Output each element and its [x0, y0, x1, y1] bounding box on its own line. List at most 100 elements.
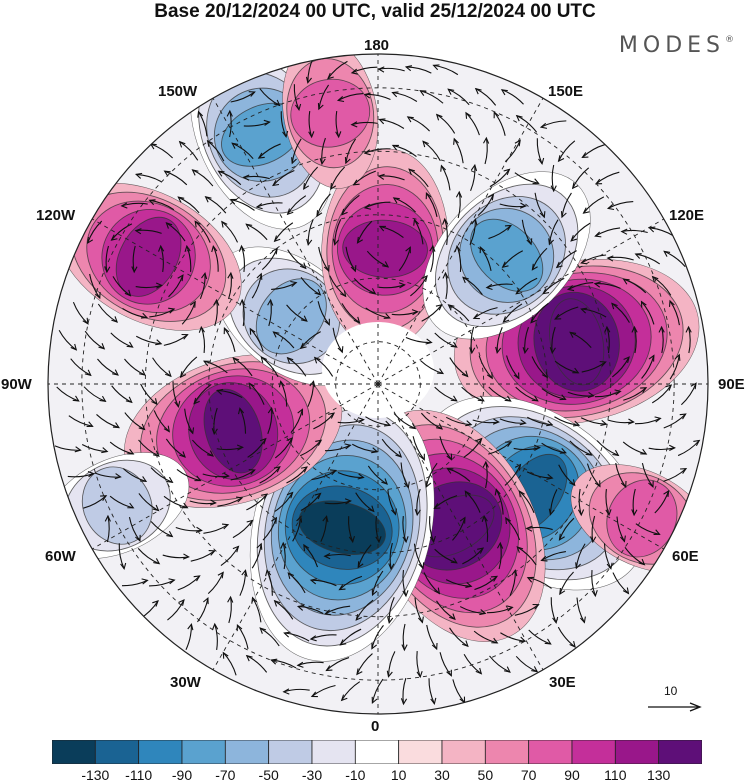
- streamline-arrow: [319, 137, 326, 166]
- streamline-arrow: [286, 356, 307, 377]
- streamline-arrow: [624, 547, 646, 566]
- anomaly-ridge-6: [55, 182, 242, 331]
- streamline-arrow: [150, 521, 174, 538]
- map-title: Base 20/12/2024 00 UTC, valid 25/12/2024…: [154, 1, 596, 22]
- streamline-arrow: [230, 91, 256, 103]
- streamline-arrow: [509, 569, 518, 596]
- streamline-arrow: [560, 192, 572, 219]
- streamline-arrow: [165, 222, 186, 242]
- streamline-arrow: [680, 382, 697, 406]
- colorbar-swatch: [224, 740, 270, 764]
- streamline-arrow: [518, 490, 535, 513]
- streamline-arrow: [429, 516, 436, 544]
- streamline-arrow: [324, 605, 351, 616]
- streamline-arrow: [70, 358, 92, 377]
- streamline-arrow: [309, 634, 337, 642]
- streamline-arrow: [176, 468, 202, 482]
- streamline-arrow: [371, 678, 384, 705]
- streamline-arrow: [242, 174, 270, 181]
- streamline-arrow: [536, 138, 545, 166]
- streamline-arrow: [515, 277, 538, 295]
- streamline-arrow: [118, 543, 127, 571]
- streamline-arrow: [202, 360, 228, 374]
- colorbar-swatch: [52, 740, 96, 764]
- streamline-arrow: [337, 472, 365, 480]
- streamline-arrow: [245, 654, 268, 673]
- streamline-arrow: [606, 201, 634, 211]
- colorbar-swatch: [658, 740, 702, 764]
- streamline-arrow: [654, 489, 670, 514]
- streamline-arrow: [461, 386, 485, 402]
- streamline-arrow: [149, 307, 176, 318]
- streamline-arrow: [296, 604, 324, 615]
- streamline-arrow: [199, 271, 208, 300]
- streamline-arrow: [447, 88, 470, 106]
- streamline-arrow: [558, 517, 575, 541]
- streamline-arrow: [392, 197, 416, 213]
- streamline-arrow: [340, 681, 361, 702]
- streamline-arrow: [620, 228, 648, 235]
- streamline-arrow: [247, 437, 267, 458]
- streamline-arrow: [541, 388, 567, 401]
- streamline-arrow: [593, 281, 621, 289]
- vector-reference-arrow: [648, 702, 702, 712]
- streamline-arrow: [280, 541, 287, 570]
- streamline-arrow: [495, 327, 503, 354]
- streamline-arrow: [522, 326, 529, 355]
- streamline-arrow: [371, 570, 384, 597]
- streamline-arrow: [167, 598, 185, 621]
- streamline-arrow: [110, 332, 134, 348]
- streamline-arrow: [494, 488, 504, 515]
- streamline-arrow: [163, 333, 189, 346]
- colorbar-tick-label: 50: [477, 767, 494, 783]
- streamline-arrow: [207, 571, 224, 595]
- streamline-arrow: [122, 307, 149, 319]
- streamline-arrow: [428, 678, 437, 705]
- colorbar: [52, 740, 702, 764]
- lon-label-180: 180: [364, 37, 390, 54]
- streamline-arrow: [557, 626, 576, 648]
- streamline-arrow: [366, 250, 390, 268]
- streamline-arrow: [472, 418, 500, 425]
- streamline-arrow: [350, 66, 378, 75]
- streamline-arrow: [337, 417, 365, 424]
- lon-label-60w: 60W: [45, 548, 76, 565]
- streamline-arrow: [178, 140, 199, 161]
- meridian-line: [377, 97, 544, 385]
- streamline-arrow: [135, 282, 163, 289]
- streamline-arrow: [251, 542, 263, 569]
- streamline-arrow: [611, 302, 630, 323]
- streamline-arrow: [514, 172, 540, 185]
- streamline-arrow: [97, 358, 119, 376]
- streamline-arrow: [474, 575, 499, 591]
- streamline-arrow: [615, 462, 627, 489]
- streamline-arrow: [300, 276, 322, 296]
- streamline-arrow: [416, 651, 423, 679]
- streamline-arrow: [355, 492, 375, 513]
- streamline-arrow: [371, 625, 384, 650]
- lon-label-150e: 150E: [548, 83, 584, 100]
- streamline-arrow: [622, 441, 648, 455]
- streamline-arrow: [473, 630, 499, 644]
- streamline-arrow: [323, 553, 351, 560]
- streamline-arrow: [300, 439, 323, 457]
- streamline-arrow: [243, 119, 271, 127]
- streamline-arrow: [611, 356, 630, 378]
- streamline-arrow: [198, 325, 206, 353]
- streamline-arrow: [162, 553, 190, 560]
- streamline-arrow: [425, 191, 438, 217]
- streamline-arrow: [300, 492, 322, 511]
- streamline-arrow: [165, 438, 186, 458]
- streamline-arrow: [163, 495, 189, 509]
- streamline-arrow: [378, 282, 406, 289]
- streamline-arrow: [109, 441, 135, 455]
- lon-label-90w: 90W: [1, 376, 32, 393]
- colorbar-swatch: [138, 740, 183, 764]
- streamline-arrow: [184, 244, 192, 272]
- streamline-arrow: [286, 195, 307, 216]
- streamline-arrow: [459, 606, 487, 616]
- streamline-arrow: [515, 655, 539, 673]
- streamline-arrow: [413, 218, 424, 245]
- streamline-arrow: [339, 628, 362, 646]
- streamline-arrow: [455, 190, 463, 219]
